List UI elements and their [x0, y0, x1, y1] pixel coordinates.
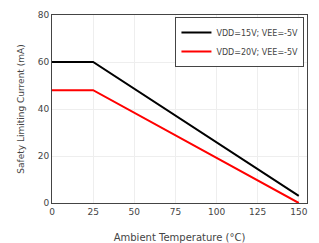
svg-text:25: 25 — [87, 207, 98, 217]
svg-text:Safety Limiting Current (mA): Safety Limiting Current (mA) — [16, 44, 26, 173]
svg-text:60: 60 — [38, 57, 50, 67]
svg-text:0: 0 — [49, 207, 55, 217]
svg-text:50: 50 — [129, 207, 141, 217]
svg-text:20: 20 — [38, 151, 50, 161]
svg-text:75: 75 — [170, 207, 181, 217]
svg-text:Ambient Temperature (°C): Ambient Temperature (°C) — [114, 232, 246, 243]
svg-text:40: 40 — [38, 104, 50, 114]
svg-text:125: 125 — [249, 207, 266, 217]
svg-text:100: 100 — [208, 207, 225, 217]
svg-text:VDD=15V; VEE=-5V: VDD=15V; VEE=-5V — [216, 29, 298, 38]
svg-text:80: 80 — [38, 10, 50, 20]
svg-text:0: 0 — [43, 198, 49, 208]
svg-text:VDD=20V; VEE=-5V: VDD=20V; VEE=-5V — [216, 48, 298, 57]
svg-text:150: 150 — [290, 207, 307, 217]
